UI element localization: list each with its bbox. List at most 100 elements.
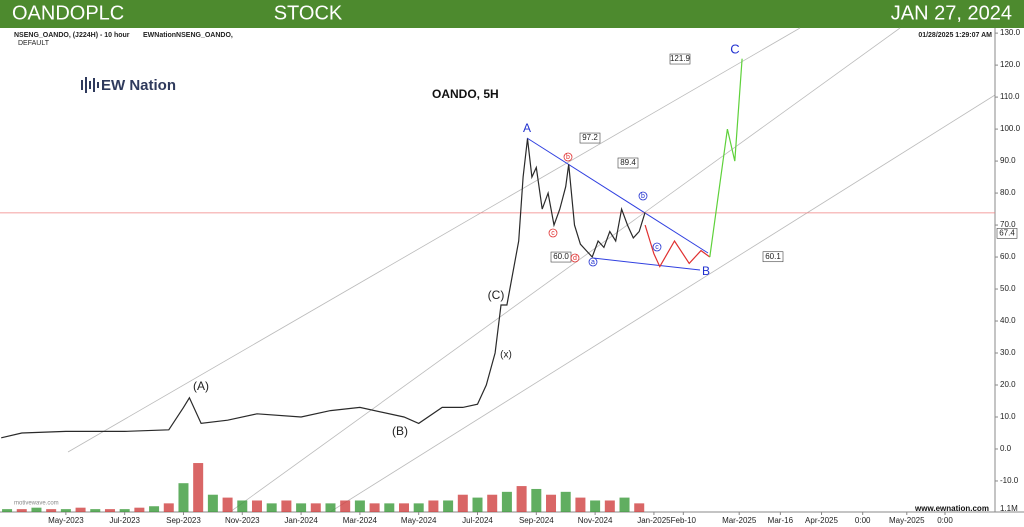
price-label: 60.1 [762,251,784,263]
volume-bar [369,503,380,512]
volume-bar [384,503,395,512]
watermark: motivewave.com [14,501,59,507]
y-tick-label: 20.0 [1000,380,1016,389]
x-tick-label: Sep-2023 [166,516,201,525]
header-left: OANDOPLC [12,2,124,24]
header-bar [0,0,1024,28]
wave-label: c [655,244,659,251]
volume-bar [163,503,174,512]
volume-label: 1.1M [1000,504,1018,513]
volume-bar [619,497,630,512]
volume-bar [575,497,586,512]
y-tick-label: 110.0 [1000,92,1020,101]
volume-bar [251,500,262,512]
y-tick-label: 130.0 [1000,28,1021,37]
x-tick-label: Sep-2024 [519,516,554,525]
wave-label: (x) [500,350,512,361]
timestamp: 01/28/2025 1:29:07 AM [918,32,992,39]
header-right: JAN 27, 2024 [891,2,1012,24]
header-center: STOCK [274,2,343,24]
volume-bar [266,503,277,512]
x-tick-label: Jan-2024 [284,516,318,525]
x-tick-label: Jul-2023 [109,516,140,525]
wave-circle [588,257,598,267]
wave-label: A [523,121,531,135]
volume-bar [134,507,145,512]
x-tick-label: Feb-10 [671,516,697,525]
triangle-lines [526,137,709,271]
x-tick-label: Jan-2025 [637,516,671,525]
y-tick-label: 40.0 [1000,316,1016,325]
y-tick-label: 100.0 [1000,124,1021,133]
y-tick-label: 90.0 [1000,156,1016,165]
y-tick-label: 0.0 [1000,444,1012,453]
x-tick-label: May-2023 [48,516,84,525]
price-label-box [996,228,1018,239]
price-label-box [579,132,601,144]
template: DEFAULT [18,40,50,47]
price-label: 60.0 [550,251,572,263]
logo: EW Nation [101,77,176,94]
channel-lines [67,27,996,513]
y-tick-label: 30.0 [1000,348,1016,357]
volume-bar [2,509,13,512]
volume-bar [178,483,189,512]
volume-bar [516,486,527,512]
volume-bar [457,494,468,512]
price-line [1,138,646,439]
price-label-text: 60.1 [765,252,781,261]
wave-circle [652,242,662,252]
x-tick-label: Jul-2024 [462,516,493,525]
y-tick-label: 50.0 [1000,284,1016,293]
x-tick-label: Mar-2024 [343,516,378,525]
volume-bar [193,463,204,512]
price-label: 121.9 [669,53,691,65]
wave-circle [563,152,573,162]
wave-label: (A) [193,379,209,393]
volume-bar [340,500,351,512]
price-label-box [617,157,639,169]
wave-circle [570,253,580,263]
volume-bar [560,491,571,512]
y-tick-label: 70.0 [1000,220,1016,229]
price-label-text: 121.9 [670,54,691,63]
y-tick-label: 10.0 [1000,412,1016,421]
volume-bar [119,509,130,512]
instrument: NSENG_OANDO, (J224H) - 10 hour [14,32,130,39]
volume-bar [546,494,557,512]
volume-bar [354,500,365,512]
volume-bar [75,507,86,512]
volume-bar [90,509,101,512]
wave-label: c [551,230,555,237]
chart-title: OANDO, 5H [432,87,499,101]
price-label-box [669,53,691,65]
volume-bar [590,500,601,512]
volume-bar [398,503,409,512]
wave-circle [548,228,558,238]
price-line [644,224,711,268]
y-tick-label: 60.0 [1000,252,1016,261]
x-tick-label: 0:00 [855,516,871,525]
volume-bar [46,509,57,512]
volume-bar [501,491,512,512]
volume-bar [16,509,27,512]
volume-bar [149,506,160,512]
x-tick-label: Nov-2024 [578,516,613,525]
x-tick-label: Mar-16 [768,516,794,525]
price-label: 67.4 [996,228,1018,239]
price-label-text: 60.0 [553,252,569,261]
volume-bar [296,503,307,512]
wave-label: b [566,154,570,161]
volume-bar [60,509,71,512]
logo-icon [81,77,99,93]
volume-bar [207,494,218,512]
volume-bar [531,488,542,512]
price-label: 97.2 [579,132,601,144]
website: www.ewnation.com [914,504,989,513]
price-label-text: 67.4 [999,228,1015,237]
wave-circle [638,191,648,201]
wave-label: (C) [488,288,505,302]
volume-bar [443,500,454,512]
x-tick-label: May-2025 [889,516,925,525]
